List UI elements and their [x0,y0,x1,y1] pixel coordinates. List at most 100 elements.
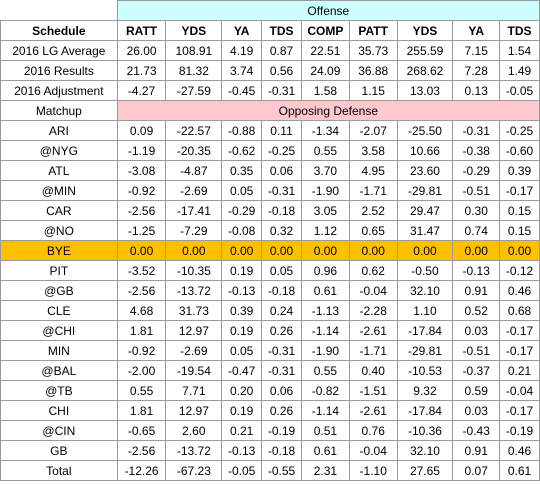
value-cell: 0.00 [300,240,350,261]
value-cell: 1.58 [300,80,350,101]
value-cell: 32.10 [396,280,454,301]
total-row: Total -12.26 -67.23 -0.05 -0.55 2.31 -1.10 27.6… [0,460,540,481]
value-cell: 1.10 [396,300,454,321]
value-cell: 0.05 [221,340,263,361]
value-cell: 22.51 [300,40,350,61]
value-cell: -0.92 [116,340,167,361]
value-cell: -0.13 [452,260,501,281]
value-cell: -7.29 [165,220,223,241]
value-cell: 0.61 [499,460,540,481]
value-cell: PATT [348,20,398,41]
value-cell: -1.90 [300,180,350,201]
value-cell: -0.82 [300,380,350,401]
value-cell: 0.56 [261,60,302,81]
value-cell: RATT [116,20,167,41]
value-cell: 0.91 [452,280,501,301]
value-cell: -25.50 [396,120,454,141]
value-cell: 0.30 [452,200,501,221]
matchup-row: CLE 4.68 31.73 0.39 0.24 -1.13 -2.28 1.10 0.52 0.… [0,300,540,321]
value-cell: 0.05 [221,180,263,201]
value-cell: 255.59 [396,40,454,61]
summary-row: 2016 Adjustment -4.27 -27.59 -0.45 -0.31 1.58… [0,80,540,101]
value-cell: -0.29 [221,200,263,221]
value-cell: TDS [499,20,540,41]
row-label-cell: @TB [0,380,118,401]
value-cell: 36.88 [348,60,398,81]
value-cell: -0.65 [116,420,167,441]
value-cell: -0.31 [261,80,302,101]
value-cell: -0.31 [261,360,302,381]
value-cell: 0.65 [348,220,398,241]
value-cell: -3.08 [116,160,167,181]
value-cell: 0.06 [261,160,302,181]
value-cell: 0.00 [261,240,302,261]
value-cell: -0.17 [499,180,540,201]
row-label-cell: @CIN [0,420,118,441]
value-cell: -0.04 [499,380,540,401]
value-cell: 10.66 [396,140,454,161]
value-cell: 7.15 [452,40,501,61]
value-cell: 24.09 [300,60,350,81]
value-cell: -1.14 [300,400,350,421]
value-cell: 21.73 [116,60,167,81]
row-label-cell: 2016 Adjustment [0,80,118,101]
value-cell: YDS [396,20,454,41]
value-cell: 0.00 [396,240,454,261]
value-cell: -17.84 [396,400,454,421]
value-cell: -27.59 [165,80,223,101]
value-cell: 4.95 [348,160,398,181]
value-cell: -0.62 [221,140,263,161]
row-label-cell: Schedule [0,20,118,41]
value-cell: 0.24 [261,300,302,321]
value-cell: 0.00 [348,240,398,261]
value-cell: -0.04 [348,440,398,461]
bye-row: BYE 0.00 0.00 0.00 0.00 0.00 0.00 0.00 0.00 0.00 [0,240,540,261]
value-cell: -10.35 [165,260,223,281]
value-cell: -0.51 [452,180,501,201]
row-label-cell: @NYG [0,140,118,161]
value-cell: -2.61 [348,400,398,421]
value-cell: 0.06 [261,380,302,401]
value-cell: 0.61 [300,440,350,461]
value-cell: -0.37 [452,360,501,381]
matchup-row: @NO -1.25 -7.29 -0.08 0.32 1.12 0.65 31.47 0.74 0… [0,220,540,241]
row-label-cell: @CHI [0,320,118,341]
value-cell: 108.91 [165,40,223,61]
matchup-row: CHI 1.81 12.97 0.19 0.26 -1.14 -2.61 -17.84 0.03… [0,400,540,421]
value-cell: 0.00 [116,240,167,261]
value-cell: -2.69 [165,340,223,361]
value-cell: -67.23 [165,460,223,481]
value-cell: -19.54 [165,360,223,381]
value-cell: 0.40 [348,360,398,381]
value-cell: 0.62 [348,260,398,281]
value-cell: 35.73 [348,40,398,61]
value-cell: 1.15 [348,80,398,101]
value-cell: -0.38 [452,140,501,161]
value-cell: -1.71 [348,180,398,201]
row-label-cell: PIT [0,260,118,281]
value-cell: 0.20 [221,380,263,401]
value-cell: -1.14 [300,320,350,341]
value-cell: -0.18 [261,200,302,221]
column-header-row: Schedule RATT YDS YA TDS COMP PATT YDS YA TDS [0,20,540,41]
value-cell: 12.97 [165,400,223,421]
offense-header: Offense [116,0,540,21]
value-cell: YA [452,20,501,41]
value-cell: 2.31 [300,460,350,481]
value-cell: -29.81 [396,340,454,361]
row-label-cell: @NO [0,220,118,241]
value-cell: 1.81 [116,320,167,341]
value-cell: 9.32 [396,380,454,401]
value-cell: -29.81 [396,180,454,201]
matchup-row: @CIN -0.65 2.60 0.21 -0.19 0.51 0.76 -10.36 -0.4… [0,420,540,441]
value-cell: -4.27 [116,80,167,101]
value-cell: -10.36 [396,420,454,441]
value-cell: -17.41 [165,200,223,221]
matchup-row: @BAL -2.00 -19.54 -0.47 -0.31 0.55 0.40 -10.53-… [0,360,540,381]
row-label-cell: Total [0,460,118,481]
value-cell: 0.26 [261,400,302,421]
value-cell: -0.18 [261,280,302,301]
row-label-cell: CHI [0,400,118,421]
row-label-cell: ARI [0,120,118,141]
